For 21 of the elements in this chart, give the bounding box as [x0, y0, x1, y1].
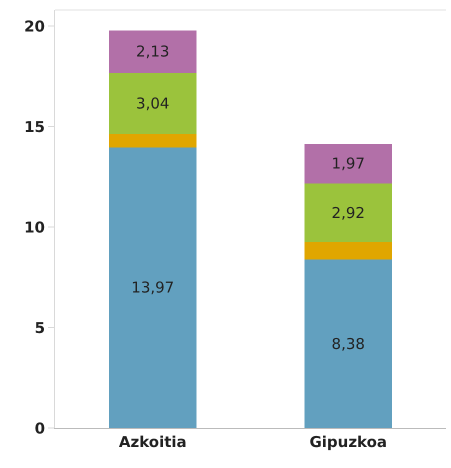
data-label: 13,97: [131, 278, 174, 297]
bar: [304, 183, 392, 242]
x-tick-label: Gipuzkoa: [309, 433, 388, 451]
bar: [304, 242, 392, 260]
data-label: 3,04: [136, 94, 170, 113]
y-tick-label: 20: [24, 17, 45, 36]
bar: [108, 73, 197, 134]
y-tick-label: 15: [24, 118, 45, 136]
y-tick-label: 5: [34, 318, 45, 337]
data-label: 2,13: [136, 42, 170, 61]
x-tick-label: Azkoitia: [118, 433, 187, 451]
bar: [108, 147, 197, 428]
data-label: 8,38: [332, 334, 365, 353]
bar: [304, 260, 392, 428]
y-tick-label: 10: [24, 218, 45, 236]
data-label: 1,97: [332, 154, 365, 173]
bar: [108, 30, 197, 74]
bar: [108, 134, 197, 148]
data-label: 2,92: [332, 204, 365, 222]
bar: [304, 144, 392, 184]
y-tick-label: 0: [34, 419, 45, 438]
